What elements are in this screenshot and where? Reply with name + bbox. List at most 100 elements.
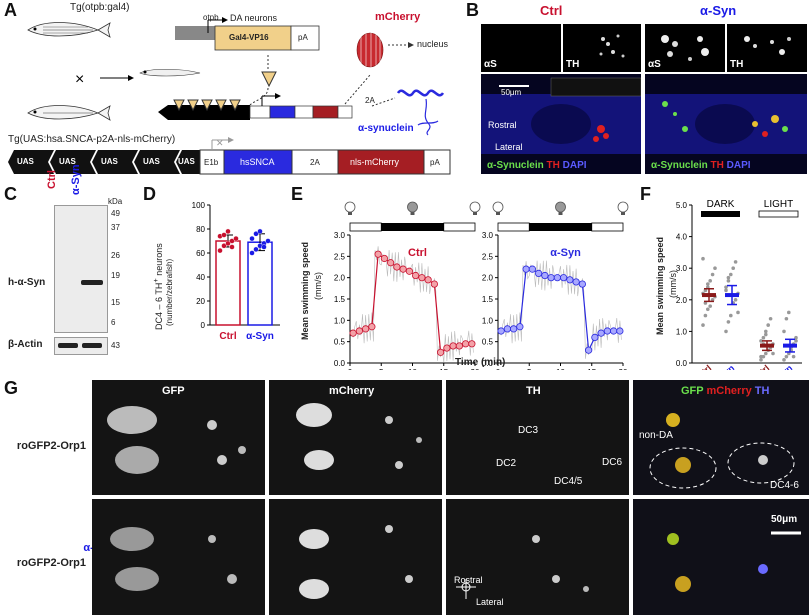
lightbulb-base <box>410 212 415 215</box>
f-point <box>724 285 728 289</box>
actin-blot <box>54 337 108 355</box>
2a-label: 2A <box>365 96 375 105</box>
mcherry-label: mCherry <box>375 11 421 23</box>
d-point <box>257 228 263 235</box>
nls-mcherry-label: nls-mCherry <box>350 157 400 167</box>
panel-label-a: A <box>4 0 17 20</box>
d-point <box>249 235 255 242</box>
e-xtick-label: 10 <box>556 368 565 370</box>
b-lateral-label: Lateral <box>495 142 523 152</box>
uas-box: UAS <box>17 157 34 166</box>
e-ytick-label: 0.0 <box>334 359 346 368</box>
g-asyn-gfp-image <box>92 499 265 615</box>
f-ytick-label: 4.0 <box>676 233 688 242</box>
panel-label-g: G <box>4 378 19 398</box>
uas-box: UAS <box>101 157 118 166</box>
f-point <box>701 256 705 261</box>
d-ytick-label: 80 <box>196 225 205 234</box>
f-ytick-label: 2.0 <box>676 296 688 305</box>
lightbulb-base <box>558 212 563 215</box>
e-series-point <box>399 265 407 273</box>
e1b-label: E1b <box>204 158 219 167</box>
lightbulb-icon <box>344 201 356 213</box>
e-series-point <box>503 325 511 333</box>
e-ytick-label: 3.0 <box>482 231 494 240</box>
e-series-point <box>418 274 426 282</box>
e-series-point <box>380 254 388 263</box>
b-ctrl-th-image: TH <box>563 24 641 72</box>
marker-15: 15 <box>111 298 120 307</box>
b-asyn-th-image: TH <box>727 24 807 72</box>
e-series-line <box>500 268 620 353</box>
d-ytick-label: 20 <box>196 297 205 306</box>
f-point <box>764 332 768 337</box>
f-point <box>733 298 738 302</box>
e-series-label: α-Syn <box>550 247 581 259</box>
e-dark-bar <box>381 223 444 231</box>
e-series-point <box>541 271 549 280</box>
d-chart: 0 20 40 60 80 100 Ctrl α-Syn <box>192 201 280 342</box>
marker-37: 37 <box>111 223 120 232</box>
f-mean-marker <box>702 293 716 298</box>
e-xtick-label: 5 <box>527 368 532 370</box>
b-asyn-label: α-Syn <box>700 3 737 18</box>
f-point <box>710 272 715 277</box>
e-ytick-label: 2.5 <box>482 252 494 261</box>
d-bars <box>215 228 273 326</box>
f-ylabel: Mean swimming speed <box>655 236 665 335</box>
f-point <box>794 335 798 340</box>
e-series-point <box>497 327 505 335</box>
lightbulb-icon <box>555 201 566 213</box>
e-series-point <box>578 280 586 288</box>
f-ytick-label: 0.0 <box>676 359 688 368</box>
f-point <box>729 272 733 277</box>
e-series-point <box>443 344 451 352</box>
e-light-bar <box>443 222 476 232</box>
e-ytick-label: 1.5 <box>334 295 346 304</box>
f-point <box>764 329 768 334</box>
kda-label: kDa <box>108 197 123 206</box>
d-point <box>221 232 227 238</box>
cross-symbol: × <box>75 71 84 88</box>
lightbulb-icon <box>407 201 418 213</box>
d-point <box>217 247 223 254</box>
f-point <box>761 335 766 340</box>
f-point <box>731 266 735 270</box>
f-ytick-label: 3.0 <box>676 264 688 273</box>
f-point <box>764 351 768 356</box>
b-ctrl-merge-image: 50μm Rostral Lateral α-Synuclein TH DAPI <box>481 74 641 174</box>
b-rostral-label: Rostral <box>488 120 517 130</box>
d-point <box>221 243 227 249</box>
e-series-point <box>374 250 382 258</box>
e-ytick-label: 0.0 <box>482 359 494 368</box>
f-point <box>708 304 712 308</box>
f-point <box>791 354 796 359</box>
lightbulb-icon <box>617 201 629 213</box>
d-ytick-label: 100 <box>192 201 206 210</box>
h-asyn-band <box>81 280 103 285</box>
b-asyn-merge-image: α-Synuclein TH DAPI <box>645 74 807 174</box>
e-series-point <box>616 327 624 335</box>
f-point <box>713 266 717 270</box>
g-ctrl-gfp-image: GFP <box>92 380 265 495</box>
e-series-point <box>528 265 536 273</box>
b-ctrl-label: Ctrl <box>540 3 563 18</box>
d-ytick-label: 40 <box>196 273 205 282</box>
f-point <box>759 339 763 343</box>
f-point <box>729 313 733 318</box>
e-series-point <box>591 333 599 341</box>
f-point <box>706 307 710 312</box>
g-ctrl-mcherry-image: mCherry <box>269 380 442 495</box>
e-ytick-label: 2.0 <box>334 274 346 283</box>
h-asyn-band-label: h-α-Syn <box>8 277 46 288</box>
e-series-point <box>437 348 445 356</box>
e-ytick-label: 1.5 <box>482 295 494 304</box>
g-asyn-reporter-label: roGFP2-Orp1 <box>16 557 86 569</box>
f-ytick-label: 5.0 <box>676 201 688 210</box>
actin-band-label: β-Actin <box>8 339 43 350</box>
e-series-point <box>387 259 395 267</box>
e-ytick-label: 2.0 <box>482 274 494 283</box>
f-dark-label: DARK <box>707 199 735 210</box>
f-point <box>733 260 738 264</box>
e-light-bar <box>591 222 624 232</box>
